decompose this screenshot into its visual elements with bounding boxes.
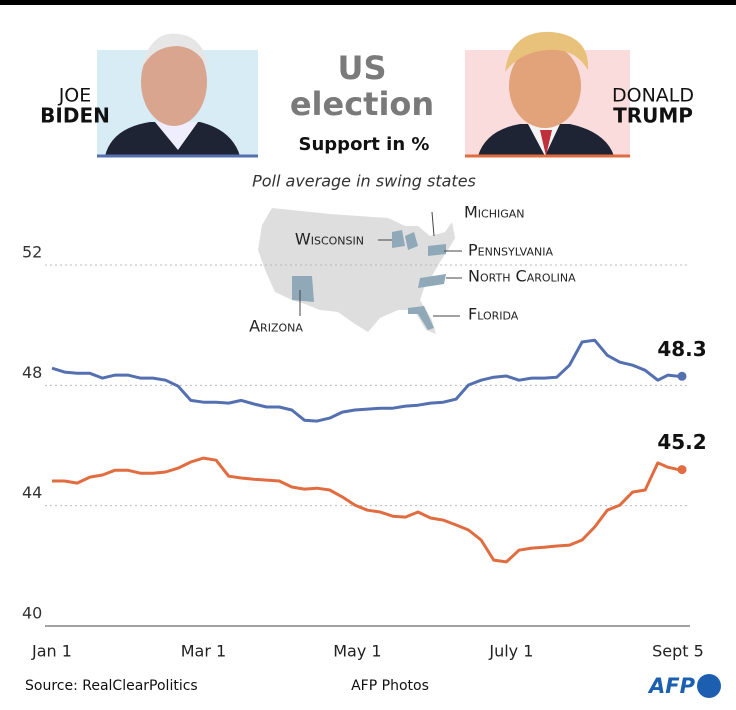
x-tick-label: Mar 1 (181, 642, 226, 661)
chart-note: Poll average in swing states (252, 172, 476, 191)
end-label: 48.3 (657, 337, 706, 361)
plot: 40 44 48 52 Jan 1 Mar 1 May 1 July 1 Sept 5 48.3 4… (22, 243, 707, 661)
map-label: Florida (468, 305, 519, 324)
x-tick-label: May 1 (333, 642, 381, 661)
x-tick-label: Sept 5 (652, 642, 704, 661)
end-point (677, 465, 687, 475)
x-tick-label: Jan 1 (31, 642, 72, 661)
map-label: Arizona (249, 317, 303, 336)
map-label: Wisconsin (295, 230, 364, 249)
x-tick-label: July 1 (488, 642, 533, 661)
end-point (677, 371, 687, 381)
y-tick-label: 52 (22, 243, 42, 262)
map-label: North Carolina (468, 267, 576, 286)
map-label: Pennsylvania (468, 241, 553, 260)
source: Source: RealClearPolitics (25, 678, 198, 694)
candidate-name: BIDEN (40, 104, 110, 128)
y-tick-label: 40 (22, 604, 42, 623)
top-bar (0, 0, 736, 5)
series-line (52, 456, 679, 564)
y-tick-label: 48 (22, 363, 42, 382)
portrait (105, 33, 240, 156)
logo-dot (697, 674, 721, 698)
chart-title-line: election (290, 85, 434, 123)
series-line (51, 338, 679, 423)
end-label: 45.2 (657, 430, 706, 454)
candidate-first-name: JOE (58, 85, 92, 107)
portrait (478, 31, 614, 156)
us-map (258, 208, 462, 334)
logo: AFP (647, 674, 696, 698)
credit: AFP Photos (351, 678, 429, 694)
y-tick-label: 44 (22, 483, 42, 502)
chart-subtitle: Support in % (299, 134, 430, 155)
candidate-first-name: DONALD (612, 85, 694, 107)
candidate-name: TRUMP (613, 104, 693, 128)
chart-title-line: US (337, 49, 386, 87)
map-label: Michigan (464, 203, 525, 222)
